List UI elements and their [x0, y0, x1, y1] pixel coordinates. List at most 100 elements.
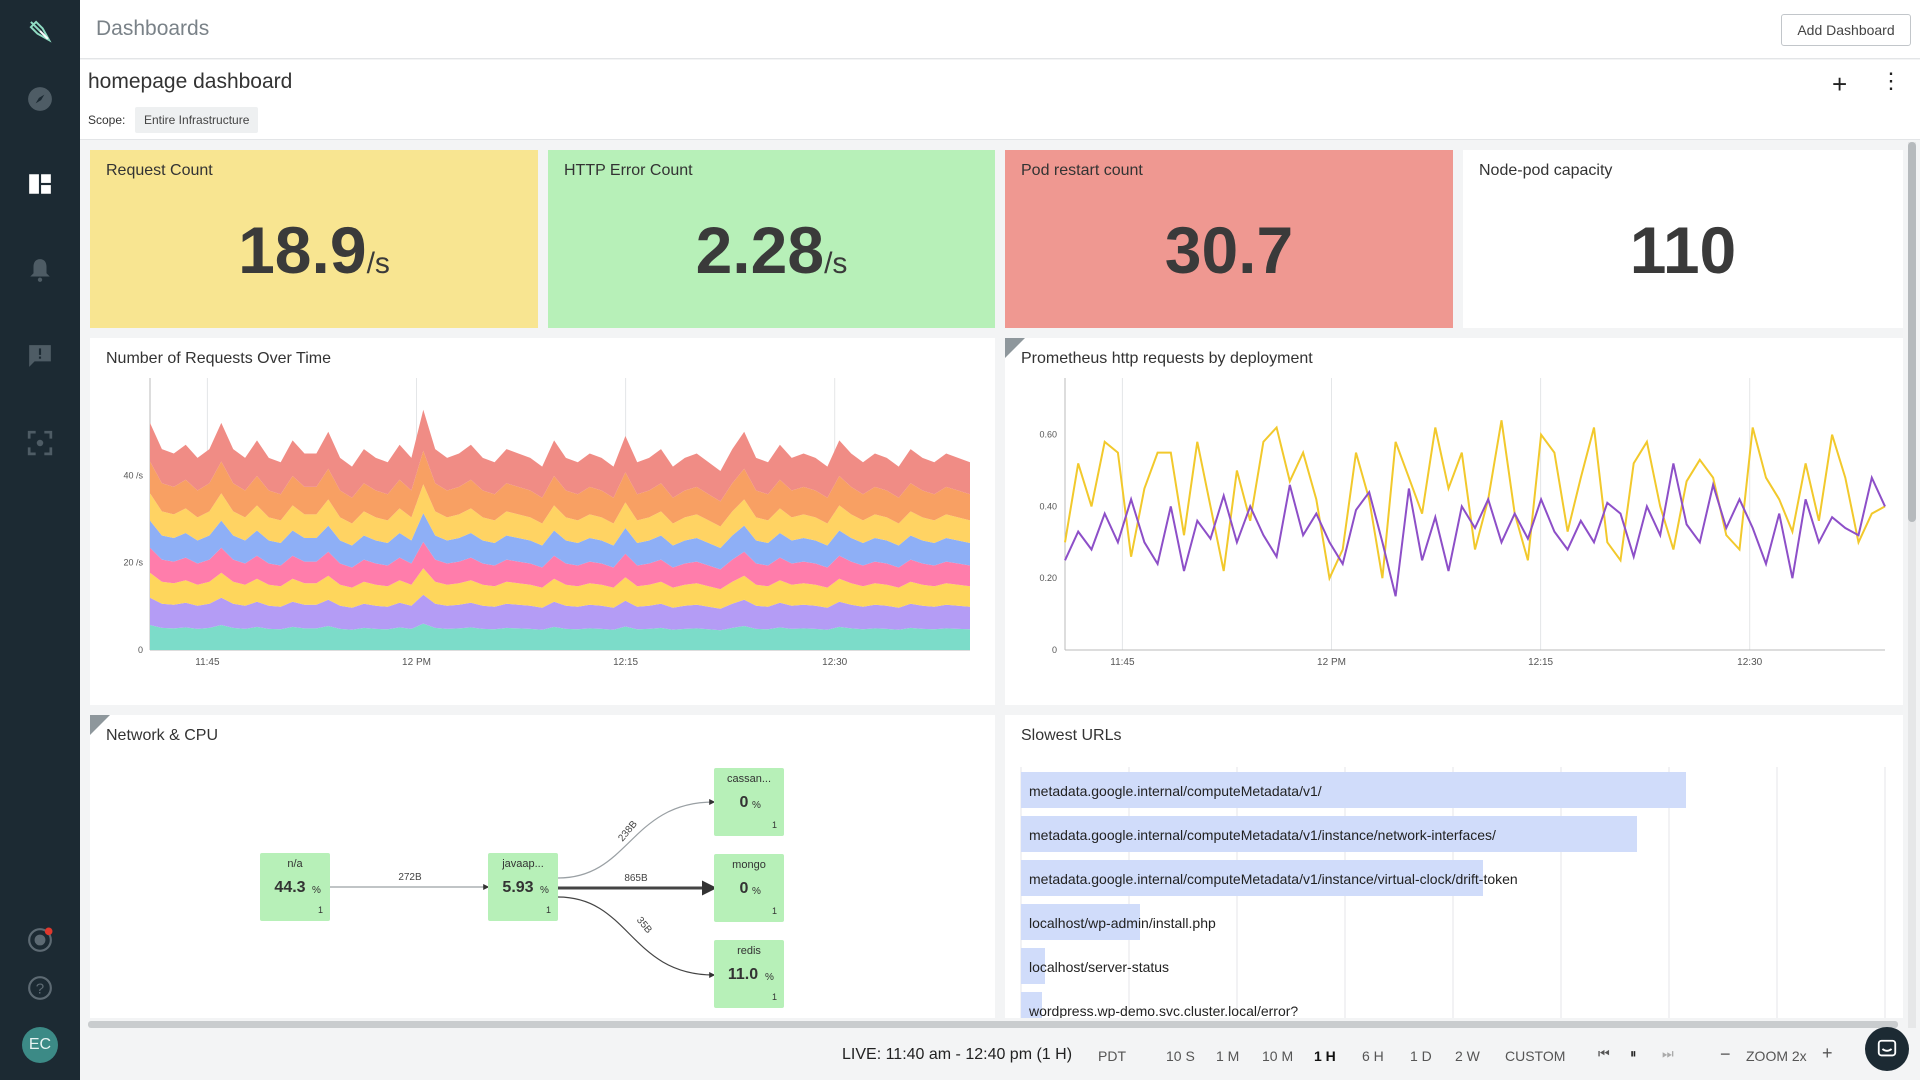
topology-map[interactable]: 272B 238B 865B 35B n/a 44.3 % 1 javaap..…: [90, 715, 995, 1018]
y-tick-label: 40 /s: [123, 470, 143, 480]
node-unit: %: [752, 800, 761, 811]
slow-url-label: metadata.google.internal/computeMetadata…: [1029, 871, 1518, 887]
slow-url-label: localhost/wp-admin/install.php: [1029, 915, 1216, 931]
node-value: 0: [740, 794, 749, 811]
slowest-urls-bars: metadata.google.internal/computeMetadata…: [1021, 772, 1885, 1018]
requests-over-time-panel[interactable]: Number of Requests Over Time 11:45 12 PM 1…: [90, 338, 995, 705]
range-2w[interactable]: 2 W: [1455, 1048, 1480, 1064]
range-1d[interactable]: 1 D: [1410, 1048, 1432, 1064]
vertical-scrollbar[interactable]: [1908, 142, 1916, 1028]
range-custom[interactable]: CUSTOM: [1505, 1048, 1566, 1064]
add-dashboard-button[interactable]: Add Dashboard: [1781, 14, 1911, 46]
logo-icon[interactable]: [18, 9, 62, 53]
vertical-scrollbar-thumb[interactable]: [1908, 142, 1916, 522]
slow-url-row[interactable]: metadata.google.internal/computeMetadata…: [1021, 860, 1885, 896]
slow-url-bar: [1021, 948, 1045, 984]
focus-icon[interactable]: [20, 423, 60, 463]
dashboard-icon[interactable]: [20, 164, 60, 204]
panel-corner-marker: [1005, 338, 1025, 358]
range-6h[interactable]: 6 H: [1362, 1048, 1384, 1064]
slow-url-row[interactable]: localhost/server-status: [1021, 948, 1885, 984]
panel-title: Network & CPU: [106, 727, 219, 744]
line-series: [1064, 463, 1886, 597]
more-options-icon[interactable]: ⋮: [1880, 68, 1902, 93]
panel-title: HTTP Error Count: [564, 162, 693, 179]
y-tick-label: 0: [138, 645, 143, 655]
scope-selector[interactable]: Entire Infrastructure: [135, 107, 259, 133]
timezone-label[interactable]: PDT: [1098, 1048, 1126, 1064]
chat-icon[interactable]: [1865, 1027, 1909, 1071]
range-10s[interactable]: 10 S: [1166, 1048, 1195, 1064]
zoom-out-button[interactable]: −: [1720, 1044, 1731, 1064]
range-1h[interactable]: 1 H: [1314, 1048, 1336, 1064]
node-name: javaap...: [501, 858, 544, 870]
pod-restart-count-panel[interactable]: Pod restart count 30.7: [1005, 150, 1453, 328]
area-series: [150, 513, 970, 570]
pod-restart-count-value: 30.7: [1164, 213, 1294, 287]
x-tick-label: 12 PM: [402, 657, 431, 668]
slow-url-label: localhost/server-status: [1029, 959, 1170, 975]
scope-label: Scope:: [88, 113, 126, 127]
x-tick-label: 12 PM: [1317, 657, 1346, 668]
prometheus-requests-panel[interactable]: Prometheus http requests by deployment 1…: [1005, 338, 1903, 705]
range-10m[interactable]: 10 M: [1262, 1048, 1294, 1064]
dashboard-header: homepage dashboard Scope: Entire Infrast…: [80, 60, 1920, 140]
avatar[interactable]: EC: [22, 1027, 58, 1063]
x-tick-label: 12:15: [1528, 657, 1553, 668]
node-unit: %: [312, 885, 321, 896]
pause-icon[interactable]: ⏸: [1630, 1046, 1637, 1061]
range-1m[interactable]: 1 M: [1216, 1048, 1240, 1064]
node-cassandra[interactable]: cassan... 0 % 1: [714, 768, 784, 836]
node-javaapp[interactable]: javaap... 5.93 % 1: [488, 853, 558, 921]
slow-url-row[interactable]: metadata.google.internal/computeMetadata…: [1021, 772, 1885, 808]
slow-url-label: wordpress.wp-demo.svc.cluster.local/erro…: [1029, 1003, 1299, 1018]
svg-text:?: ?: [36, 980, 44, 997]
slow-url-bar: [1021, 992, 1042, 1018]
skip-forward-icon[interactable]: ⏭: [1662, 1046, 1674, 1061]
edge-javaapp-cassandra[interactable]: [557, 799, 716, 879]
slow-url-row[interactable]: metadata.google.internal/computeMetadata…: [1021, 816, 1885, 852]
skip-back-icon[interactable]: ⏮: [1598, 1046, 1610, 1061]
bell-icon[interactable]: [20, 250, 60, 290]
help-icon[interactable]: ?: [20, 968, 60, 1008]
request-count-value: 18.9/s: [238, 213, 390, 287]
area-series: [150, 484, 970, 548]
compass-icon[interactable]: [20, 79, 60, 119]
node-pod-capacity-panel[interactable]: Node-pod capacity 110: [1463, 150, 1903, 328]
area-series: [150, 594, 970, 631]
node-redis[interactable]: redis 11.0 % 1: [714, 940, 784, 1008]
network-cpu-panel[interactable]: Network & CPU 272B 238B 865B 35B n/a 44.…: [90, 715, 995, 1018]
slow-url-bar: [1021, 860, 1483, 896]
live-time-range[interactable]: LIVE: 11:40 am - 12:40 pm (1 H): [842, 1046, 1073, 1063]
node-count: 1: [318, 905, 323, 915]
request-count-panel[interactable]: Request Count 18.9/s: [90, 150, 538, 328]
panel-title: Number of Requests Over Time: [106, 350, 331, 367]
node-value: 5.93: [502, 879, 533, 896]
node-mongo[interactable]: mongo 0 % 1: [714, 854, 784, 922]
x-tick-label: 11:45: [195, 657, 220, 668]
y-tick-label: 0.60: [1039, 430, 1057, 440]
edge-javaapp-redis[interactable]: [557, 896, 716, 978]
horizontal-scrollbar[interactable]: [88, 1021, 1898, 1028]
panel-title: Node-pod capacity: [1479, 162, 1613, 179]
prometheus-line-chart[interactable]: 11:45 12 PM 12:15 12:30 0 0.20 0.40 0.60: [1005, 338, 1903, 705]
edge-label: 865B: [624, 873, 648, 884]
y-tick-label: 0: [1052, 645, 1057, 655]
node-unit: %: [540, 885, 549, 896]
add-panel-icon[interactable]: +: [1832, 69, 1848, 99]
zoom-in-button[interactable]: +: [1822, 1043, 1833, 1063]
panel-title: Pod restart count: [1021, 162, 1143, 179]
area-series: [150, 568, 970, 609]
slowest-urls-panel[interactable]: Slowest URLs metadata.google.internal/co…: [1005, 715, 1903, 1018]
comment-alert-icon[interactable]: [20, 336, 60, 376]
http-error-count-panel[interactable]: HTTP Error Count 2.28/s: [548, 150, 995, 328]
area-series: [150, 409, 970, 502]
node-na[interactable]: n/a 44.3 % 1: [260, 853, 330, 921]
area-series: [150, 541, 970, 590]
slow-url-row[interactable]: wordpress.wp-demo.svc.cluster.local/erro…: [1021, 992, 1885, 1018]
requests-area-chart[interactable]: 11:45 12 PM 12:15 12:30 0 20 /s 40 /s: [90, 338, 995, 705]
target-icon[interactable]: [20, 920, 60, 960]
slow-url-bar: [1021, 904, 1140, 940]
slow-url-row[interactable]: localhost/wp-admin/install.php: [1021, 904, 1885, 940]
edge-label: 35B: [634, 915, 654, 936]
